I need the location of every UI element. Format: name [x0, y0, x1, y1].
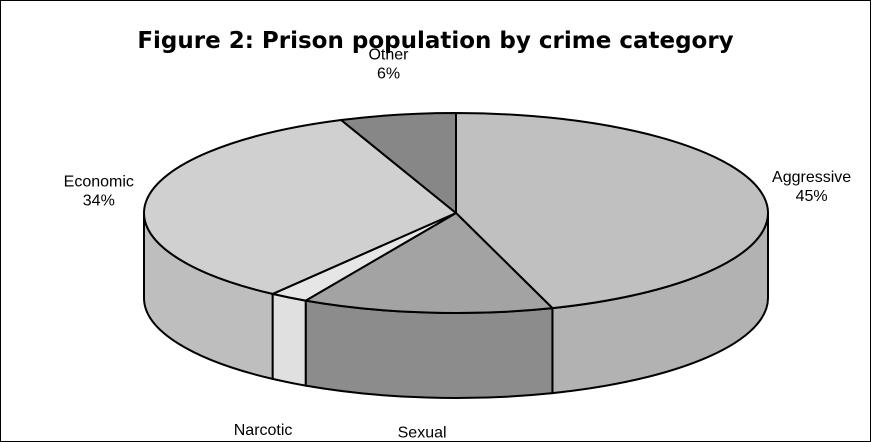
slice-name: Narcotic: [234, 422, 293, 439]
chart-title: Figure 2: Prison population by crime cat…: [137, 28, 734, 54]
label-other: Other 6%: [368, 47, 409, 83]
side-sexual: [304, 299, 554, 399]
slice-value: 6%: [377, 66, 400, 83]
label-sexual: Sexual13%: [398, 424, 447, 441]
side-narcotic: [271, 292, 307, 387]
slice-name: Economic: [64, 174, 134, 191]
slice-value: 45%: [796, 188, 828, 205]
label-narcotic: Narcotic2%: [234, 422, 293, 442]
slice-other: [340, 112, 457, 214]
label-aggressive: Aggressive 45%: [772, 169, 851, 205]
slice-name: Aggressive: [772, 169, 851, 186]
label-economic: Economic 34%: [64, 174, 134, 210]
slice-name: Sexual: [398, 424, 447, 441]
slice-value: 34%: [83, 193, 115, 210]
slice-sexual: [304, 212, 554, 314]
slice-economic: [143, 119, 457, 295]
slice-name: Other: [368, 47, 409, 64]
slice-aggressive: [455, 112, 769, 310]
